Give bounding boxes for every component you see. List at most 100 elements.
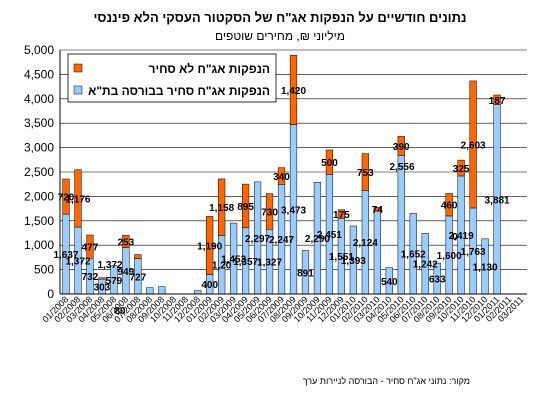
y-axis: 0 500 1,000 1,500 2,000 2,500 3,000 3,500 4,000 4… bbox=[24, 43, 61, 301]
bar-segment bbox=[194, 290, 202, 295]
bar-segment bbox=[218, 178, 226, 236]
data-label: 477 bbox=[82, 243, 99, 254]
data-label: 2,297 bbox=[245, 234, 270, 245]
bar-segment bbox=[469, 80, 477, 209]
bar-segment bbox=[265, 193, 274, 230]
data-label: 74 bbox=[372, 205, 384, 216]
bar-segment bbox=[122, 235, 130, 248]
data-label: 579 bbox=[106, 276, 123, 287]
x-axis: 01/200802/200803/200804/200805/200806/20… bbox=[40, 293, 527, 324]
data-label: 400 bbox=[201, 280, 218, 291]
legend-swatch bbox=[73, 85, 83, 95]
bar-segment bbox=[74, 169, 82, 228]
data-label: 3,881 bbox=[485, 195, 510, 206]
bar-segment bbox=[241, 183, 250, 229]
bar-segment bbox=[86, 234, 94, 259]
data-label: 633 bbox=[429, 275, 446, 286]
bar-segment bbox=[373, 210, 381, 295]
y-tick-label: 3,000 bbox=[24, 141, 54, 155]
data-label: 1,763 bbox=[461, 247, 486, 258]
data-label: 540 bbox=[381, 277, 398, 288]
bar-segment bbox=[493, 94, 501, 105]
data-label: 187 bbox=[489, 96, 506, 107]
bar-segment bbox=[325, 149, 334, 175]
bar-segment bbox=[397, 155, 405, 295]
legend-swatch bbox=[73, 63, 83, 73]
y-tick-label: 500 bbox=[34, 263, 54, 277]
data-label: 325 bbox=[453, 164, 470, 175]
data-label: 1,130 bbox=[473, 262, 498, 273]
data-label: 2,124 bbox=[353, 238, 378, 249]
bar-segment bbox=[206, 216, 214, 275]
data-label: 1,20 bbox=[212, 261, 232, 272]
data-label: 1,551 bbox=[329, 252, 354, 263]
data-label: 732 bbox=[82, 272, 99, 283]
data-label: 1,327 bbox=[257, 258, 282, 269]
legend-label: הנפקות אג"ח לא סחיר bbox=[149, 62, 270, 76]
data-label: 1,652 bbox=[401, 250, 426, 261]
data-label: 175 bbox=[333, 210, 350, 221]
bar-segment bbox=[445, 193, 453, 217]
data-label: 390 bbox=[393, 142, 410, 153]
chart-subtitle: מיליוני ₪, מחירים שוטפים bbox=[215, 29, 345, 43]
y-tick-label: 4,500 bbox=[24, 67, 54, 81]
data-label: 80 bbox=[114, 306, 126, 317]
bar-segment bbox=[158, 286, 166, 295]
y-tick-label: 5,000 bbox=[24, 43, 54, 57]
bars bbox=[62, 54, 501, 295]
y-tick-label: 0 bbox=[47, 287, 54, 301]
bar-segment bbox=[98, 277, 106, 280]
data-label: 895 bbox=[237, 202, 254, 213]
data-label: 730 bbox=[261, 207, 278, 218]
data-label: 720 bbox=[58, 193, 75, 204]
data-label: 340 bbox=[273, 172, 290, 183]
data-label: 303 bbox=[94, 283, 111, 294]
legend-label: הנפקות אג"ח סחיר בבורסה בת"א bbox=[88, 84, 270, 98]
y-tick-label: 2,500 bbox=[24, 165, 54, 179]
data-label: 500 bbox=[321, 158, 338, 169]
data-label: 753 bbox=[357, 168, 374, 179]
source-note: מקור: נתוני אג"ח סחיר - הבורסה לניירות ע… bbox=[303, 376, 470, 386]
data-label: 1,357 bbox=[233, 257, 258, 268]
data-label: 0 bbox=[452, 232, 458, 243]
legend: הנפקות אג"ח לא סחיר הנפקות אג"ח סחיר בבור… bbox=[67, 53, 277, 103]
bar-segment bbox=[134, 254, 142, 259]
data-label: 1,372 bbox=[65, 257, 90, 268]
bar-segment bbox=[457, 159, 465, 177]
data-label: 2,603 bbox=[461, 140, 486, 151]
data-label: 2,556 bbox=[389, 162, 414, 173]
y-tick-label: 1,000 bbox=[24, 238, 54, 252]
bar-segment bbox=[289, 54, 298, 125]
y-tick-label: 3,500 bbox=[24, 116, 54, 130]
legend-box bbox=[67, 53, 277, 103]
data-label: 1,176 bbox=[65, 194, 90, 205]
bar-segment bbox=[373, 207, 381, 212]
bar-segment bbox=[337, 209, 346, 219]
data-label: 1,242 bbox=[413, 260, 438, 271]
data-label: 2,451 bbox=[317, 230, 342, 241]
y-tick-label: 2,000 bbox=[24, 189, 54, 203]
data-label: 1,158 bbox=[209, 203, 234, 214]
data-label: 1,190 bbox=[197, 241, 222, 252]
data-label: 2,419 bbox=[449, 231, 474, 242]
data-label: 1,372 bbox=[97, 260, 122, 271]
data-label: 1,453 bbox=[221, 255, 246, 266]
data-label: 891 bbox=[297, 268, 314, 279]
data-label: 949 bbox=[118, 267, 135, 278]
data-label: 727 bbox=[129, 272, 146, 283]
y-tick-label: 1,500 bbox=[24, 214, 54, 228]
bar-segment bbox=[397, 136, 405, 156]
bar-segment bbox=[277, 167, 286, 185]
chart-title: נתונים חודשיים על הנפקות אג"ח של הסקטור … bbox=[93, 10, 466, 25]
data-label: 460 bbox=[441, 201, 458, 212]
data-label: 3,473 bbox=[281, 205, 306, 216]
data-label: 1,637 bbox=[53, 250, 78, 261]
data-label: 1,600 bbox=[437, 251, 462, 262]
data-label: 253 bbox=[118, 238, 135, 249]
y-tick-label: 4,000 bbox=[24, 92, 54, 106]
bar-segment bbox=[361, 153, 369, 191]
data-label: 2,290 bbox=[305, 234, 330, 245]
bar-segment bbox=[62, 178, 70, 215]
